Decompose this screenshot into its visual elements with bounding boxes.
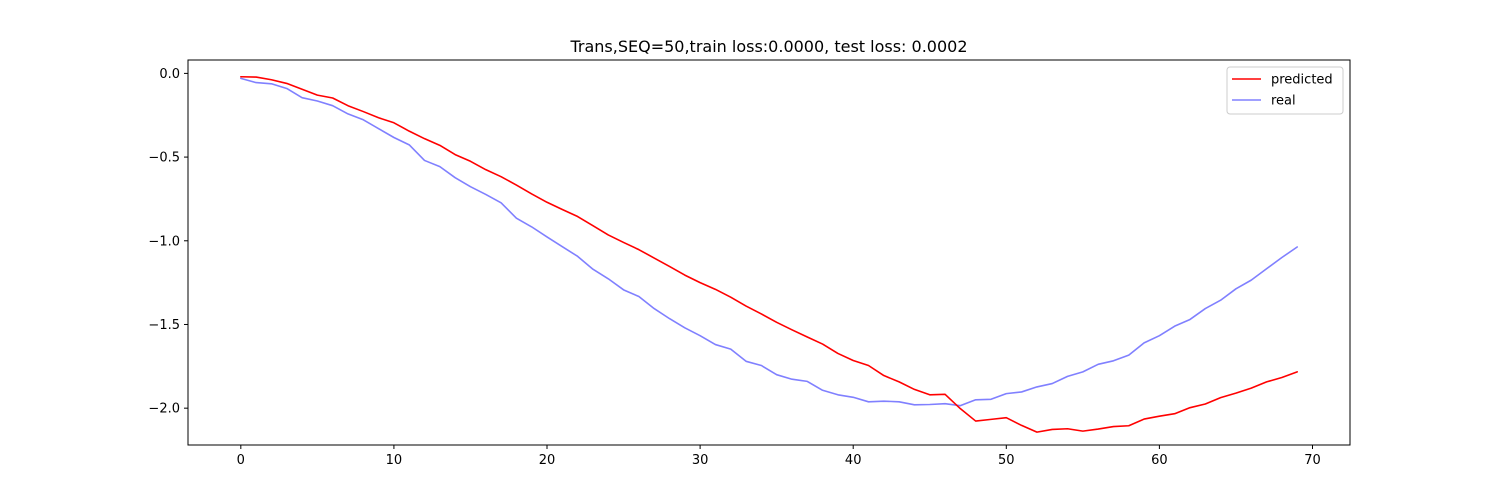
series-line-predicted [240, 75, 1298, 433]
legend-label-predicted: predicted [1271, 73, 1333, 88]
chart-title: Trans,SEQ=50,train loss:0.0000, test los… [569, 37, 967, 56]
x-tick-label: 0 [237, 453, 245, 468]
y-tick-label: −1.0 [148, 234, 180, 249]
y-tick-label: −1.5 [148, 318, 180, 333]
x-tick-label: 20 [539, 453, 556, 468]
y-tick-label: −0.5 [148, 151, 180, 166]
x-tick-label: 30 [692, 453, 709, 468]
y-tick-label: 0.0 [159, 67, 180, 82]
series-line-real [240, 77, 1298, 407]
x-tick-label: 70 [1304, 453, 1321, 468]
x-tick-label: 40 [845, 453, 862, 468]
series-layer [240, 75, 1298, 433]
x-tick-label: 10 [386, 453, 403, 468]
y-tick-label: −2.0 [148, 402, 180, 417]
x-tick-label: 50 [998, 453, 1015, 468]
x-axis: 0 10 20 30 40 50 60 70 [237, 445, 1321, 468]
plot-area-frame [187, 59, 1351, 446]
legend: predicted real [1226, 66, 1344, 115]
x-tick-label: 60 [1151, 453, 1168, 468]
y-axis: 0.0 −0.5 −1.0 −1.5 −2.0 [148, 67, 188, 417]
legend-label-real: real [1271, 94, 1296, 109]
